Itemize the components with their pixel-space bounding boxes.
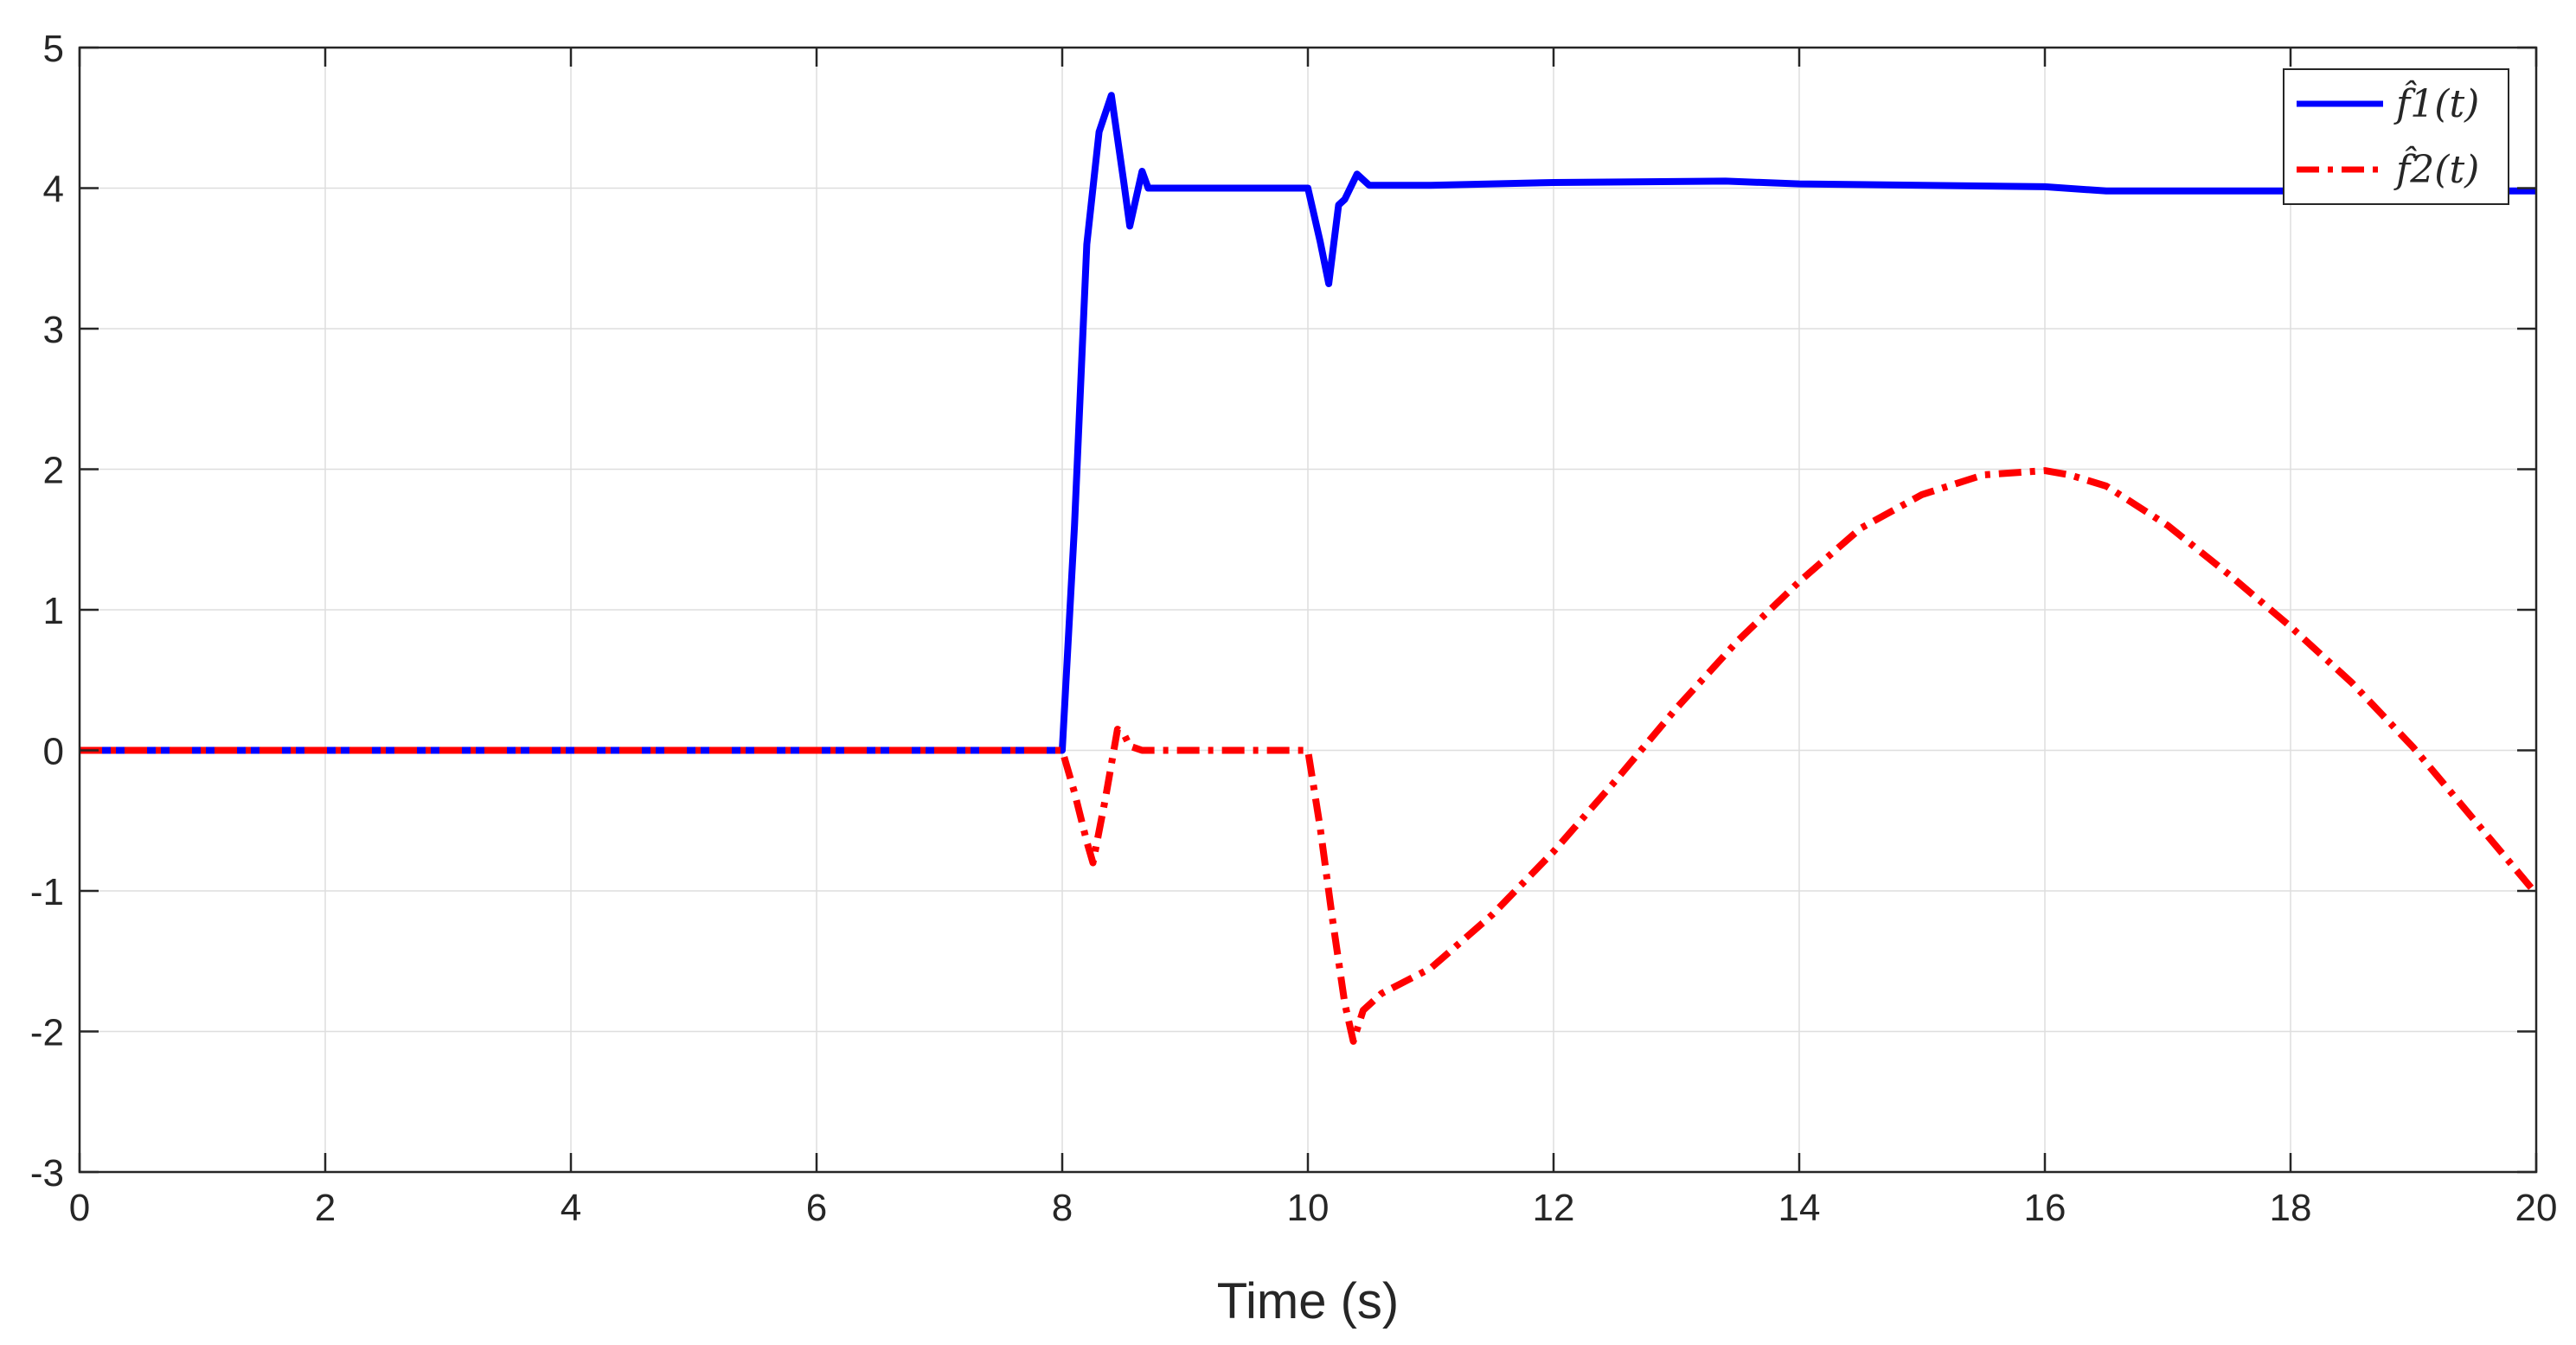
x-tick-label: 12 — [1533, 1187, 1575, 1229]
x-tick-label: 4 — [561, 1187, 581, 1229]
x-tick-label: 18 — [2270, 1187, 2312, 1229]
series-line-2 — [80, 467, 2540, 1045]
y-tick-label: 3 — [43, 309, 64, 351]
y-tick-label: -2 — [30, 1012, 64, 1054]
y-tick-label: 5 — [43, 28, 64, 70]
x-tick-label: 10 — [1287, 1187, 1330, 1229]
legend-label-f2: f̂2(t) — [2393, 144, 2479, 192]
y-tick-label: 4 — [43, 169, 64, 211]
y-tick-label: -3 — [30, 1152, 64, 1194]
series-line-1 — [80, 92, 2536, 754]
x-tick-label: 14 — [1778, 1187, 1821, 1229]
x-tick-label: 20 — [2515, 1187, 2558, 1229]
y-tick-label: 0 — [43, 731, 64, 773]
y-tick-label: -1 — [30, 871, 64, 913]
x-tick-label: 2 — [315, 1187, 336, 1229]
x-axis-title: Time (s) — [1217, 1273, 1399, 1329]
legend-box — [2283, 68, 2509, 205]
y-axis-tick-labels: -3 -2 -1 0 1 2 3 4 5 — [30, 28, 64, 1194]
legend-label-f1: f̂1(t) — [2393, 79, 2479, 126]
x-axis-tick-labels: 0 2 4 6 8 10 12 14 16 18 20 — [69, 1187, 2558, 1229]
x-tick-label: 0 — [69, 1187, 90, 1229]
series-layer — [80, 92, 2540, 1045]
y-tick-label: 1 — [43, 590, 64, 632]
x-tick-label: 6 — [806, 1187, 827, 1229]
y-tick-label: 2 — [43, 450, 64, 492]
x-tick-label: 8 — [1052, 1187, 1073, 1229]
x-tick-label: 16 — [2024, 1187, 2067, 1229]
axis-ticks — [78, 46, 2538, 1174]
legend: f̂1(t) f̂2(t) — [2283, 68, 2509, 205]
